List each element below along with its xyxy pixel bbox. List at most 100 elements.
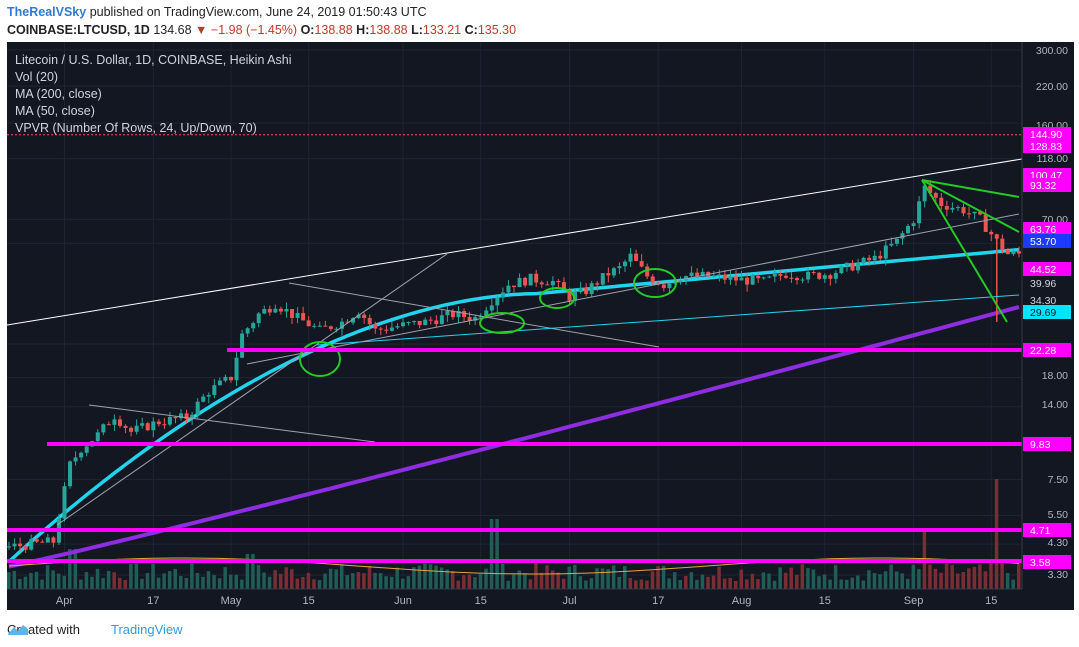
candles[interactable]: [7, 180, 1021, 553]
candle-body: [212, 385, 217, 396]
candle-body: [384, 329, 389, 331]
volume-bar: [317, 580, 322, 589]
price-tag-label: 39.96: [1030, 278, 1056, 290]
candle-body: [950, 207, 955, 210]
trend-lines[interactable]: [7, 158, 1023, 526]
price-tags[interactable]: 144.90128.83100.4793.3263.7653.7044.5239…: [1023, 127, 1071, 569]
candle-body: [423, 319, 428, 326]
volume-bar: [950, 565, 954, 589]
volume-bar: [117, 577, 122, 589]
candle-body: [861, 257, 866, 264]
candle-body: [29, 539, 34, 550]
candle-body: [195, 401, 200, 415]
volume-bar: [156, 577, 161, 589]
candle-body: [190, 414, 195, 419]
candle-body: [456, 311, 461, 318]
volume-bar: [1000, 559, 1004, 589]
volume-bar: [856, 575, 860, 589]
candle-body: [739, 277, 744, 281]
volume-bar: [872, 573, 877, 589]
candle-body: [262, 308, 267, 314]
price-chart[interactable]: 300.00220.00160.00118.0070.0057.0024.001…: [7, 42, 1074, 610]
volume-bar: [190, 563, 194, 589]
volume-bar: [1017, 563, 1021, 589]
x-tick-label: 15: [475, 595, 487, 607]
highlight-circle[interactable]: [539, 287, 575, 309]
candle-body: [756, 275, 761, 279]
x-tick-label: 15: [819, 595, 831, 607]
candle-body: [817, 272, 822, 279]
price-tag-label: 53.70: [1030, 236, 1056, 248]
volume-bar: [672, 572, 677, 589]
candle-body: [151, 421, 156, 431]
volume-bar: [661, 565, 666, 589]
key-levels[interactable]: [7, 348, 1022, 563]
candle-body: [428, 319, 433, 321]
volume-bar: [606, 569, 610, 589]
legend-vpvr[interactable]: VPVR (Number Of Rows, 24, Up/Down, 70): [15, 121, 257, 135]
candle-body: [650, 276, 655, 283]
candle-body: [1011, 251, 1016, 255]
candle-body: [328, 326, 333, 329]
candle-body: [267, 308, 272, 313]
volume-bar: [295, 578, 300, 589]
candle-body: [140, 423, 145, 426]
candle-body: [245, 328, 250, 334]
candle-body: [129, 427, 134, 432]
y-tick-label: 14.00: [1042, 399, 1068, 411]
candle-body: [123, 425, 128, 428]
candle-body: [600, 273, 605, 285]
volume-bar: [645, 580, 649, 589]
candle-body: [84, 446, 89, 453]
candle-body: [695, 272, 700, 277]
volume-bar: [417, 565, 422, 589]
candle-body: [717, 274, 722, 276]
x-tick-label: Jul: [562, 595, 576, 607]
volume-bar: [173, 568, 177, 589]
candle-body: [278, 308, 283, 312]
ohlc-line: COINBASE:LTCUSD, 1D 134.68 ▼ −1.98 (−1.4…: [7, 23, 516, 37]
volume-bar: [212, 575, 216, 589]
green-resistance-line: [921, 179, 1020, 233]
highlight-circle[interactable]: [299, 341, 341, 377]
legend-ma50[interactable]: MA (50, close): [15, 104, 95, 118]
volume-bar: [284, 567, 288, 589]
legend-title: Litecoin / U.S. Dollar, 1D, COINBASE, He…: [15, 53, 292, 67]
candle-body: [18, 543, 23, 547]
legend-ma200[interactable]: MA (200, close): [15, 87, 102, 101]
candle-body: [273, 308, 278, 313]
price-tag-bg: [1023, 262, 1071, 276]
volume-bar: [1005, 573, 1010, 589]
candle-body: [306, 320, 311, 327]
candle-body: [101, 424, 106, 433]
time-axis[interactable]: [7, 589, 1074, 610]
highlight-circle[interactable]: [479, 312, 525, 334]
high-label: H:: [356, 23, 370, 37]
volume-bar: [889, 564, 893, 589]
chart-area[interactable]: 300.00220.00160.00118.0070.0057.0024.001…: [7, 42, 1074, 610]
author-link[interactable]: TheRealVSky: [7, 5, 87, 19]
volume-bar: [234, 574, 239, 589]
volume-bar: [761, 572, 766, 589]
candle-body: [928, 185, 933, 193]
highlight-circle[interactable]: [633, 268, 677, 298]
tradingview-brand[interactable]: TradingView: [110, 622, 183, 637]
rising-support-line: [246, 213, 1020, 365]
candle-body: [661, 284, 666, 289]
volume-bar: [256, 565, 261, 589]
volume-bar: [978, 564, 982, 589]
volume-bar: [523, 573, 527, 589]
volume-bar: [517, 570, 522, 589]
candle-body: [489, 305, 494, 311]
candle-body: [972, 211, 977, 214]
candle-body: [800, 279, 805, 281]
volume-bar: [1011, 579, 1015, 589]
candle-body: [628, 253, 633, 262]
candle-body: [672, 282, 677, 284]
candle-body: [561, 282, 566, 291]
candle-body: [534, 273, 539, 283]
candle-body: [795, 278, 800, 281]
legend-vol[interactable]: Vol (20): [15, 70, 59, 84]
candle-body: [145, 423, 150, 431]
candle-body: [512, 285, 516, 288]
